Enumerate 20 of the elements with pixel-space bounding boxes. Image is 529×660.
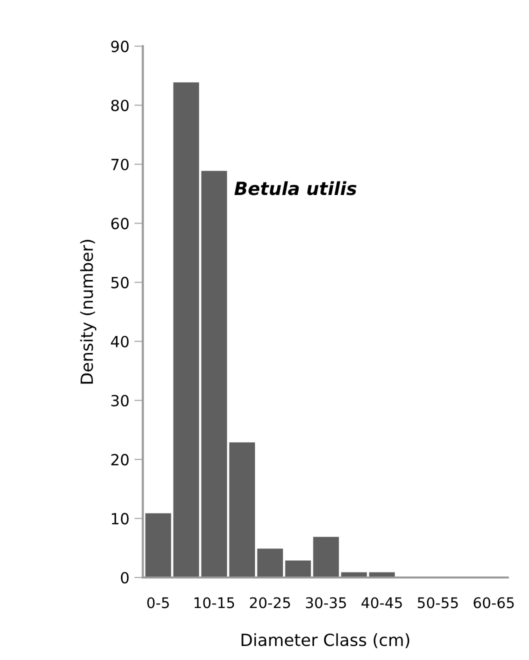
x-tick-label: 50-55 bbox=[418, 597, 458, 608]
y-axis-title: Density (number) bbox=[80, 240, 96, 384]
x-tick-label: 10-15 bbox=[194, 597, 234, 608]
y-tick-label: 80 bbox=[111, 100, 129, 112]
annotation: Betula utilis bbox=[234, 181, 356, 196]
y-tick-label: 90 bbox=[111, 40, 129, 52]
y-tick-label: 20 bbox=[111, 454, 129, 466]
y-tick-label: 40 bbox=[110, 336, 129, 348]
x-tick-label: 30-35 bbox=[306, 597, 346, 608]
x-tick-label: 40-45 bbox=[362, 597, 402, 608]
y-tick-label: 0 bbox=[120, 572, 129, 584]
x-tick-label: 0-5 bbox=[147, 597, 169, 608]
x-tick-label: 20-25 bbox=[250, 597, 290, 608]
x-tick-label: 60-65 bbox=[474, 597, 514, 608]
x-axis-title: Diameter Class (cm) bbox=[242, 633, 410, 648]
y-tick-label: 30 bbox=[111, 394, 129, 406]
y-tick-label: 70 bbox=[111, 158, 129, 170]
y-tick-label: 60 bbox=[111, 218, 129, 230]
y-tick-label: 10 bbox=[112, 512, 129, 524]
y-tick-label: 50 bbox=[111, 276, 129, 288]
